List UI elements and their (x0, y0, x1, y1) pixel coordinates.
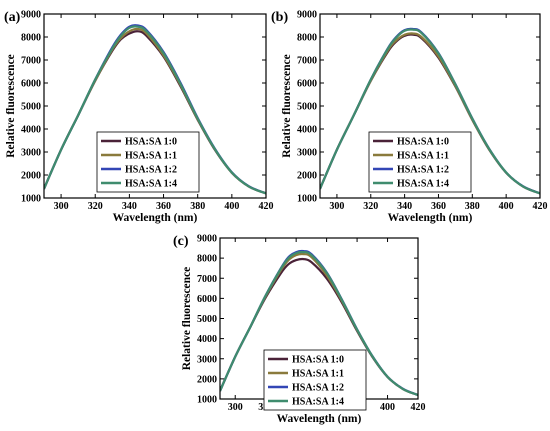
panel-label: (b) (271, 10, 288, 25)
chart-panel-2: 300 320 340 360 380 400 420 1000 2000 3000 4000 500… (271, 10, 548, 225)
legend: HSA:SA 1:0 HSA:SA 1:1 HSA:SA 1:2 HSA:SA 1:4 (263, 349, 367, 411)
y-tick-label: 8000 (297, 33, 317, 44)
series-line-4 (320, 28, 540, 195)
legend-entry: HSA:SA 1:1 (397, 151, 449, 162)
x-tick-label: 380 (465, 201, 480, 212)
y-tick-label: 3000 (297, 148, 317, 159)
y-tick-label: 1000 (197, 395, 217, 406)
legend-entry: HSA:SA 1:2 (125, 165, 177, 176)
legend-entry: HSA:SA 1:1 (125, 151, 177, 162)
y-tick-label: 9000 (297, 10, 317, 21)
legend-entry: HSA:SA 1:0 (125, 137, 177, 148)
x-axis-label: Wavelength (nm) (113, 212, 198, 224)
y-tick-label: 7000 (197, 274, 217, 285)
y-tick-label: 7000 (21, 56, 41, 67)
y-tick-label: 8000 (21, 33, 41, 44)
y-tick-label: 8000 (197, 254, 217, 265)
series-line-4 (44, 25, 266, 195)
y-tick-label: 3000 (197, 354, 217, 365)
y-tick-label: 5000 (21, 102, 41, 113)
x-tick-label: 320 (363, 201, 378, 212)
x-tick-label: 380 (190, 201, 205, 212)
chart-panel-1: 300 320 340 360 380 400 420 1000 2000 3000 4000 500… (4, 10, 274, 225)
x-tick-label: 400 (380, 402, 395, 413)
y-tick-label: 4000 (197, 334, 217, 345)
legend-entry: HSA:SA 1:4 (397, 179, 449, 190)
y-axis-label: Relative fluorescence (181, 267, 193, 371)
legend-entry: HSA:SA 1:2 (292, 383, 344, 394)
x-tick-label: 340 (122, 201, 137, 212)
y-tick-label: 7000 (297, 56, 317, 67)
x-tick-label: 300 (228, 402, 243, 413)
panel-label: (a) (4, 10, 21, 25)
legend-entry: HSA:SA 1:1 (292, 369, 344, 380)
y-tick-label: 2000 (297, 171, 317, 182)
y-tick-label: 6000 (21, 79, 41, 90)
x-tick-label: 400 (224, 201, 239, 212)
x-tick-label: 420 (259, 201, 274, 212)
chart-panel-3: 3003203403603804004201000200030004000500… (173, 234, 426, 426)
x-tick-label: 300 (329, 201, 344, 212)
y-tick-label: 5000 (297, 102, 317, 113)
x-tick-label: 320 (88, 201, 103, 212)
y-tick-label: 1000 (297, 194, 317, 205)
legend-entry: HSA:SA 1:2 (397, 165, 449, 176)
legend-entry: HSA:SA 1:4 (125, 179, 177, 190)
legend-entry: HSA:SA 1:4 (292, 397, 344, 408)
y-tick-label: 5000 (197, 314, 217, 325)
x-tick-label: 360 (431, 201, 446, 212)
x-axis-label: Wavelength (nm) (388, 212, 473, 224)
y-tick-label: 9000 (21, 10, 41, 21)
legend-entry: HSA:SA 1:0 (397, 137, 449, 148)
y-tick-label: 4000 (297, 125, 317, 136)
legend: HSA:SA 1:0 HSA:SA 1:1 HSA:SA 1:2 HSA:SA 1:4 (368, 131, 472, 193)
x-axis-label: Wavelength (nm) (277, 413, 362, 425)
y-tick-label: 1000 (21, 194, 41, 205)
x-tick-label: 420 (411, 402, 426, 413)
y-tick-label: 6000 (297, 79, 317, 90)
y-tick-label: 3000 (21, 148, 41, 159)
x-tick-label: 300 (54, 201, 69, 212)
y-tick-label: 4000 (21, 125, 41, 136)
x-tick-label: 360 (156, 201, 171, 212)
legend: HSA:SA 1:0 HSA:SA 1:1 HSA:SA 1:2 HSA:SA 1:4 (96, 131, 200, 193)
y-tick-label: 6000 (197, 294, 217, 305)
legend-entry: HSA:SA 1:0 (292, 355, 344, 366)
y-axis-label: Relative fluorescence (281, 54, 293, 158)
x-tick-label: 420 (533, 201, 548, 212)
series-line-4 (220, 250, 418, 397)
x-tick-label: 400 (499, 201, 514, 212)
y-tick-label: 2000 (197, 374, 217, 385)
x-tick-label: 340 (397, 201, 412, 212)
y-tick-label: 9000 (197, 234, 217, 245)
panel-label: (c) (173, 234, 189, 249)
y-axis-label: Relative fluorescence (5, 54, 17, 158)
y-tick-label: 2000 (21, 171, 41, 182)
